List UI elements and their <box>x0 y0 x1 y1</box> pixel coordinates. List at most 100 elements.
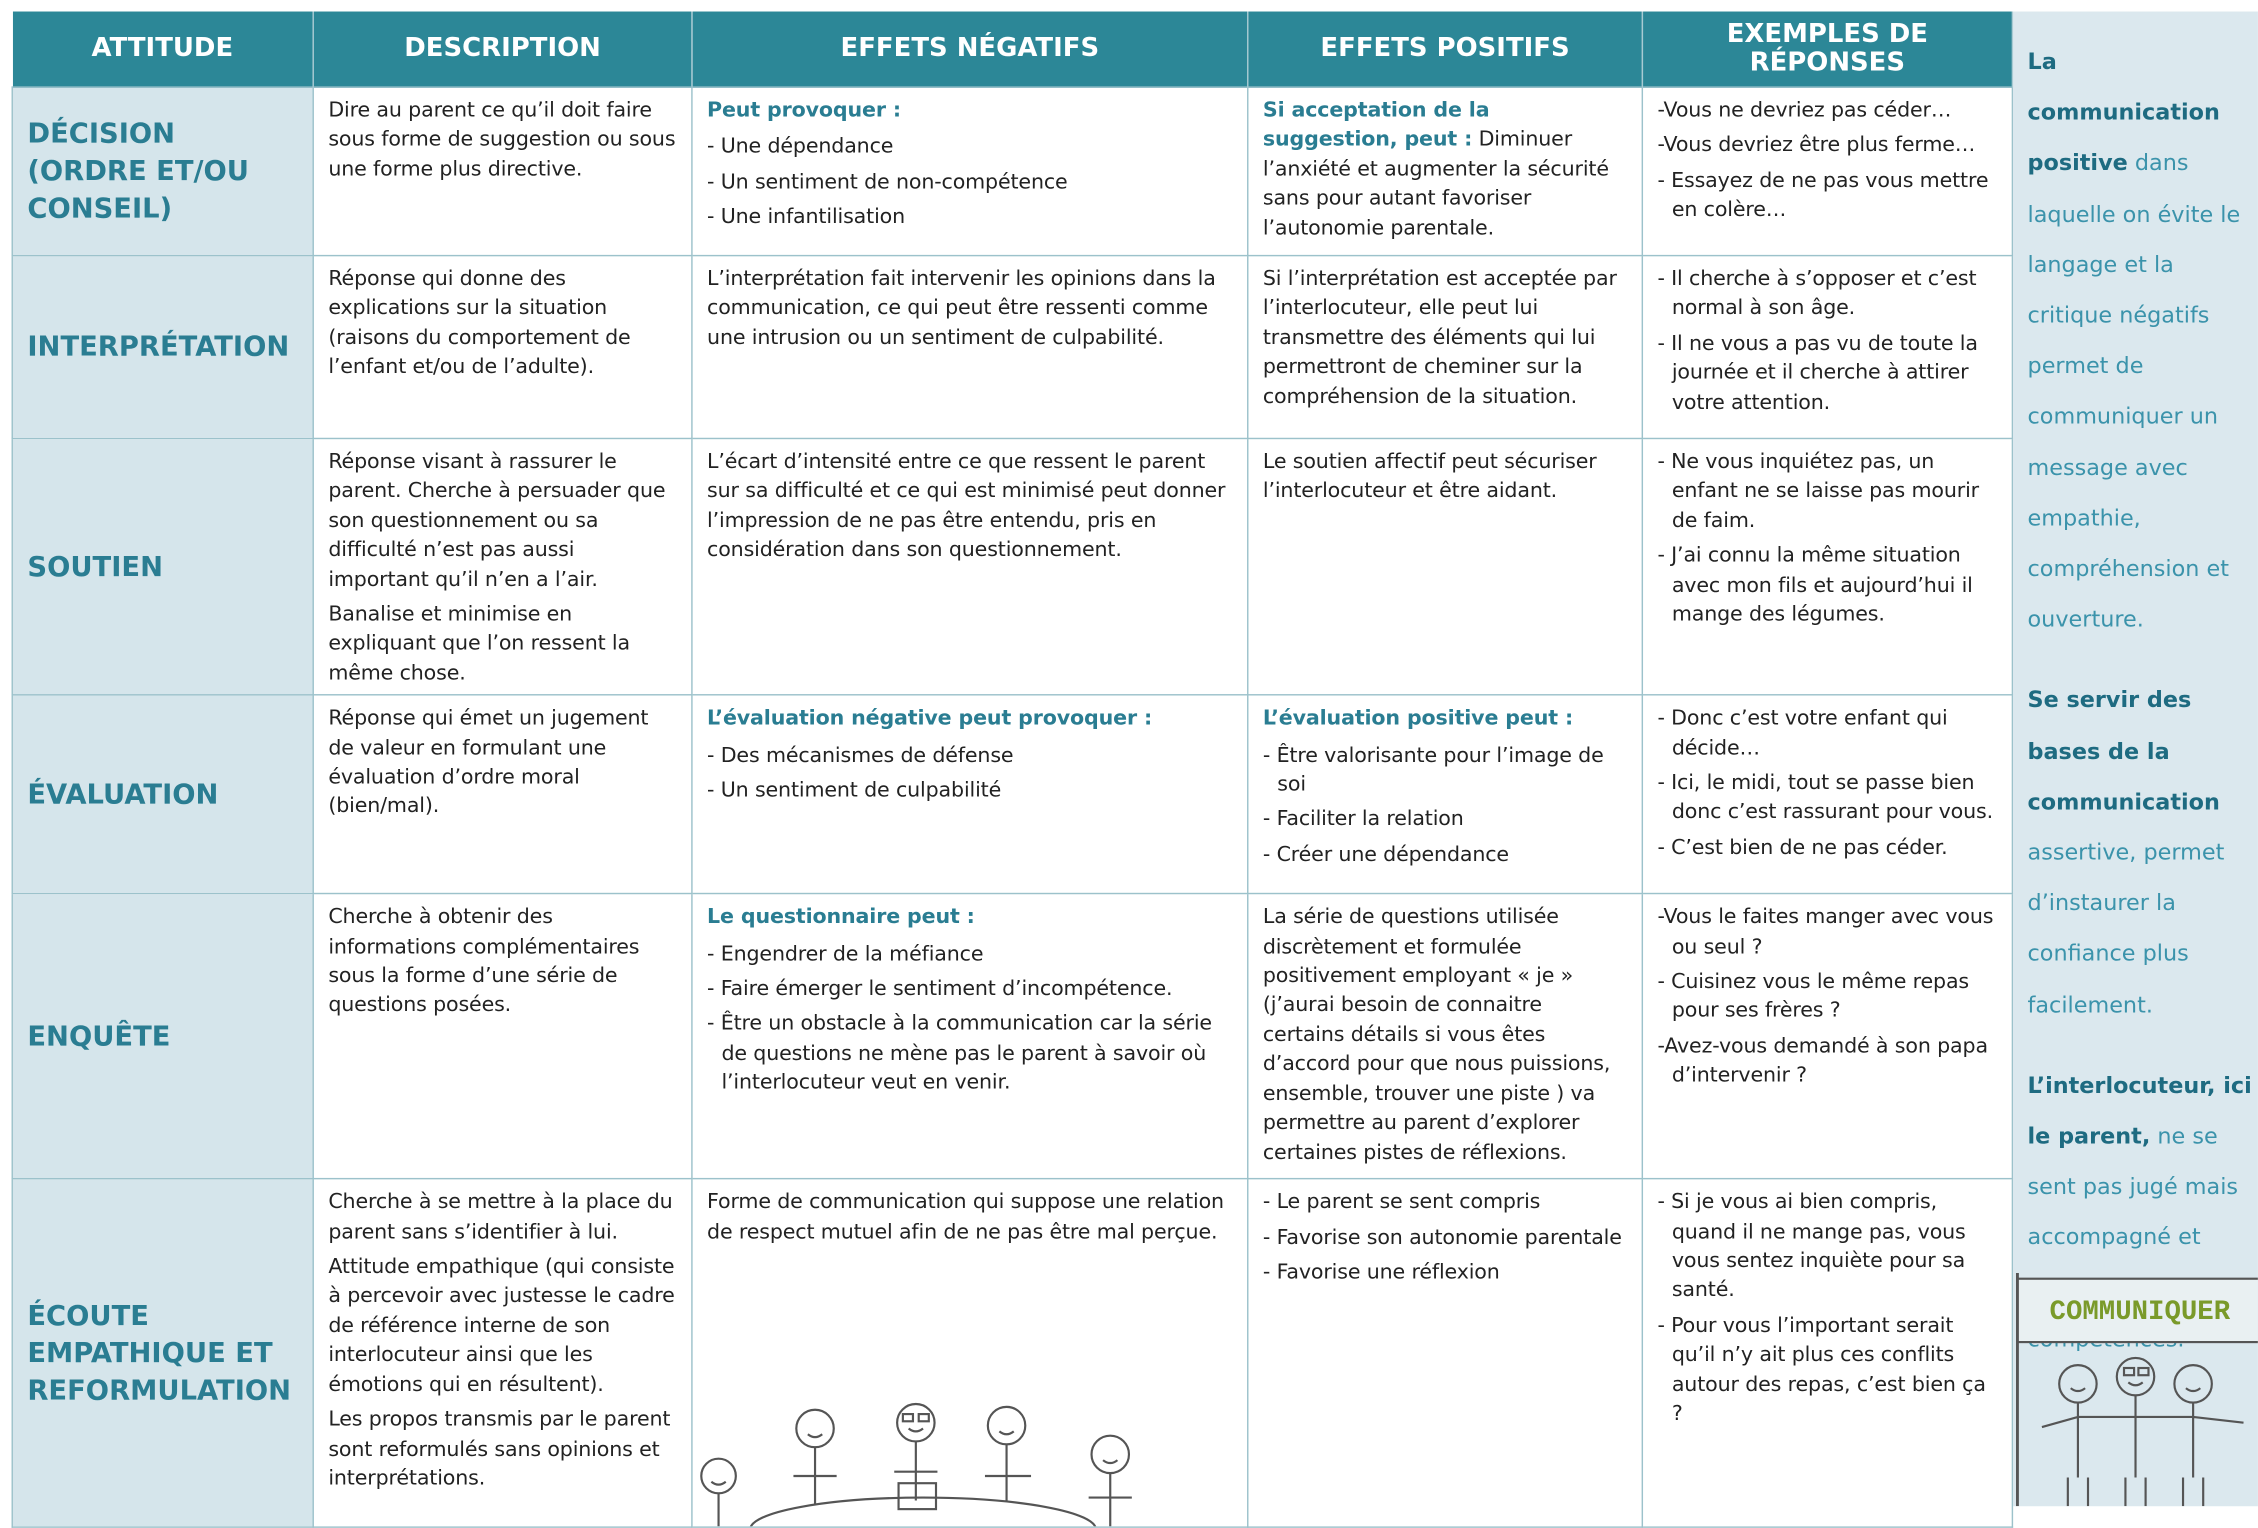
cell-content: L’interprétation fait intervenir les opi… <box>693 257 1246 353</box>
cell-content: Le soutien affectif peut sécuriser l’int… <box>1249 440 1641 507</box>
cell-content: -Vous ne devriez pas céder… -Vous devriez… <box>1644 89 2011 226</box>
emphasis: La communication positive <box>2027 48 2220 177</box>
sidebar-text: dans laquelle on évite le langage et la … <box>2027 150 2241 633</box>
cell-content: - Le parent se sent compris - Favorise so… <box>1249 1180 1641 1288</box>
sidebar-paragraph: La communication positive dans laquelle … <box>2028 37 2253 645</box>
sign-illustration: COMMUNIQUER <box>2016 1272 2258 1507</box>
paragraph: Si l’interprétation est acceptée par l’i… <box>1262 267 1617 409</box>
stick-figures <box>2041 1356 2244 1507</box>
paragraph: Les propos transmis par le parent sont r… <box>328 1408 671 1491</box>
table-row: ENQUÊTE Cherche à obtenir des information… <box>11 893 2014 1180</box>
negative-cell: Peut provoquer : - Une dépendance - Un sen… <box>691 86 1249 257</box>
list-item: - J’ai connu la même situation avec mon … <box>1657 544 1973 627</box>
examples-cell: -Vous ne devriez pas céder… -Vous devriez… <box>1641 86 2014 257</box>
attitude-cell: INTERPRÉTATION <box>11 254 314 440</box>
table-row: INTERPRÉTATION Réponse qui donne des expl… <box>11 254 2014 440</box>
list-item: - Créer une dépendance <box>1262 843 1509 867</box>
positive-cell: L’évaluation positive peut : - Être valor… <box>1247 694 1644 895</box>
attitude-cell: SOUTIEN <box>11 437 314 696</box>
cell-content: Réponse qui donne des explications sur l… <box>315 257 691 382</box>
list-item: - Des mécanismes de défense <box>707 743 1014 768</box>
paragraph: Réponse visant à rassurer le parent. Che… <box>328 450 666 592</box>
negative-cell: L’évaluation négative peut provoquer : - … <box>691 694 1249 895</box>
sidebar-text: La communication positive dans laquelle … <box>2013 12 2258 1366</box>
table-row: ÉVALUATION Réponse qui émet un jugement d… <box>11 694 2014 895</box>
cell-content: - Donc c’est votre enfant qui décide… - I… <box>1644 697 2011 863</box>
list-item: - Une infantilisation <box>707 206 906 230</box>
paragraph: Banalise et minimise en expliquant que l… <box>328 603 630 686</box>
examples-cell: - Il cherche à s’opposer et c’est normal… <box>1641 254 2014 440</box>
header-row: ATTITUDE DESCRIPTION EFFETS NÉGATIFS EFFETS… <box>12 11 2014 88</box>
column-header: EFFETS POSITIFS <box>1247 11 1644 88</box>
sign-board <box>2016 1277 2258 1344</box>
list-item: -Vous ne devriez pas céder… <box>1657 99 1952 123</box>
cell-content: Forme de communication qui suppose une r… <box>693 1180 1246 1247</box>
paragraph: La série de questions utilisée discrètem… <box>1262 906 1611 1165</box>
list-item: - Pour vous l’important serait qu’il n’y… <box>1657 1314 1986 1426</box>
paragraph: Le soutien affectif peut sécuriser l’int… <box>1262 450 1597 504</box>
body-text: Diminuer l’anxiété et augmenter la sécur… <box>1262 128 1609 240</box>
positive-cell: La série de questions utilisée discrètem… <box>1247 893 1644 1180</box>
negative-cell: L’interprétation fait intervenir les opi… <box>691 254 1249 440</box>
sidebar-text: assertive, permet d’instaurer la confian… <box>2027 839 2225 1018</box>
negative-cell: Forme de communication qui suppose une r… <box>691 1178 1249 1528</box>
paragraph: Forme de communication qui suppose une r… <box>707 1191 1224 1244</box>
list-item: - Si je vous ai bien compris, quand il n… <box>1657 1191 1966 1303</box>
paragraph: Cherche à se mettre à la place du parent… <box>328 1191 673 1244</box>
attitudes-table: ATTITUDE DESCRIPTION EFFETS NÉGATIFS EFFETS… <box>11 11 2014 1528</box>
cell-content: Si l’interprétation est acceptée par l’i… <box>1249 257 1641 412</box>
attitude-cell: ÉCOUTE EMPATHIQUE ET REFORMULATION <box>11 1178 314 1528</box>
list-item: - Ici, le midi, tout se passe bien donc … <box>1657 771 1993 825</box>
cell-content: Cherche à obtenir des informations compl… <box>315 895 691 1020</box>
description-cell: Cherche à obtenir des informations compl… <box>312 893 693 1180</box>
attitude-cell: DÉCISION (ORDRE ET/OU CONSEIL) <box>11 86 314 257</box>
lead-text: Peut provoquer : <box>707 99 901 123</box>
table-row: SOUTIEN Réponse visant à rassurer le pare… <box>11 437 2014 696</box>
positive-cell: Si l’interprétation est acceptée par l’i… <box>1247 254 1644 440</box>
negative-cell: Le questionnaire peut : - Engendrer de la… <box>691 893 1249 1180</box>
paragraph: Attitude empathique (qui consiste à perc… <box>328 1255 675 1397</box>
emphasis: Se servir des bases de la communication <box>2027 687 2220 815</box>
lead-text: L’évaluation négative peut provoquer : <box>707 707 1153 731</box>
list-item: - Il ne vous a pas vu de toute la journé… <box>1657 332 1978 415</box>
list-item: - Faciliter la relation <box>1262 808 1464 832</box>
cell-content: -Vous le faites manger avec vous ou seul… <box>1644 895 2011 1091</box>
emphasis: L’interlocuteur, ici le parent, <box>2027 1072 2252 1150</box>
description-cell: Réponse qui donne des explications sur l… <box>312 254 693 440</box>
description-cell: Réponse visant à rassurer le parent. Che… <box>312 437 693 696</box>
sidebar: La communication positive dans laquelle … <box>2013 11 2258 1507</box>
list-item: - Un sentiment de culpabilité <box>707 779 1002 803</box>
cell-content: Le questionnaire peut : - Engendrer de la… <box>693 895 1246 1098</box>
table-row: DÉCISION (ORDRE ET/OU CONSEIL) Dire au pa… <box>11 86 2014 257</box>
column-header: DESCRIPTION <box>313 11 693 88</box>
attitude-cell: ÉVALUATION <box>11 694 314 895</box>
list-item: -Vous le faites manger avec vous ou seul… <box>1657 906 1994 959</box>
cell-content: - Si je vous ai bien compris, quand il n… <box>1644 1180 2011 1429</box>
cell-content: Réponse visant à rassurer le parent. Che… <box>315 440 691 689</box>
negative-cell: L’écart d’intensité entre ce que ressent… <box>691 437 1249 696</box>
description-cell: Réponse qui émet un jugement de valeur e… <box>312 694 693 895</box>
examples-cell: -Vous le faites manger avec vous ou seul… <box>1641 893 2014 1180</box>
cell-content: Réponse qui émet un jugement de valeur e… <box>315 697 691 822</box>
cell-content: Cherche à se mettre à la place du parent… <box>315 1180 691 1493</box>
cell-content: - Ne vous inquiétez pas, un enfant ne se… <box>1644 440 2011 630</box>
examples-cell: - Si je vous ai bien compris, quand il n… <box>1641 1178 2014 1528</box>
column-header: EXEMPLES DE RÉPONSES <box>1642 11 2014 88</box>
lead-text: Le questionnaire peut : <box>707 906 975 930</box>
list-item: - Faire émerger le sentiment d’incompéte… <box>707 977 1173 1001</box>
paragraph: Réponse qui donne des explications sur l… <box>328 267 631 380</box>
list-item: - Donc c’est votre enfant qui décide… <box>1657 707 1948 760</box>
sidebar-paragraph: Se servir des bases de la communication … <box>2028 676 2253 1031</box>
cell-content: La série de questions utilisée discrètem… <box>1249 895 1641 1167</box>
description-cell: Cherche à se mettre à la place du parent… <box>312 1178 693 1528</box>
cell-content: L’évaluation négative peut provoquer : - … <box>693 697 1246 806</box>
cell-content: L’écart d’intensité entre ce que ressent… <box>693 440 1246 565</box>
list-item: - Être un obstacle à la communication ca… <box>707 1012 1212 1095</box>
paragraph: L’interprétation fait intervenir les opi… <box>707 267 1216 350</box>
positive-cell: - Le parent se sent compris - Favorise so… <box>1247 1178 1644 1528</box>
list-item: - Favorise une réflexion <box>1262 1261 1500 1285</box>
paragraph: Dire au parent ce qu’il doit faire sous … <box>328 99 676 182</box>
cell-content: - Il cherche à s’opposer et c’est normal… <box>1644 257 2011 418</box>
positive-cell: Le soutien affectif peut sécuriser l’int… <box>1247 437 1644 696</box>
